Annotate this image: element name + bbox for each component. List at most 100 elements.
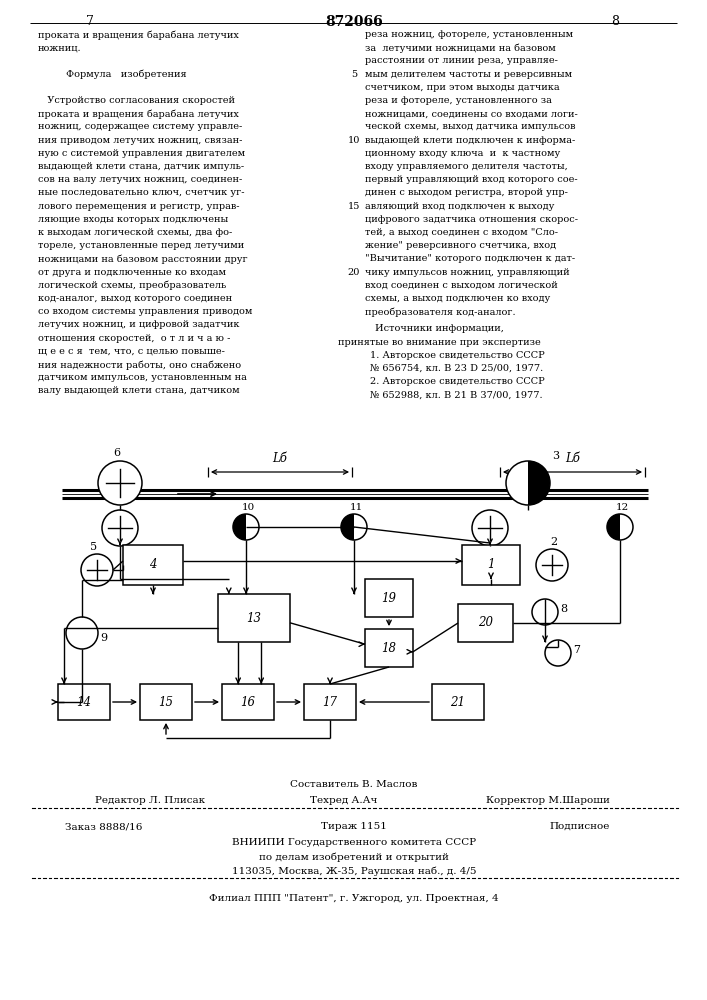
Text: ножниц.: ножниц. xyxy=(38,43,81,52)
Bar xyxy=(365,629,413,667)
Text: "Вычитание" которого подключен к дат-: "Вычитание" которого подключен к дат- xyxy=(365,254,575,263)
Text: ния приводом летучих ножниц, связан-: ния приводом летучих ножниц, связан- xyxy=(38,136,243,145)
Text: 5: 5 xyxy=(90,542,98,552)
Text: реза ножниц, фотореле, установленным: реза ножниц, фотореле, установленным xyxy=(365,30,573,39)
Text: ные последовательно ключ, счетчик уг-: ные последовательно ключ, счетчик уг- xyxy=(38,188,245,197)
Text: тореле, установленные перед летучими: тореле, установленные перед летучими xyxy=(38,241,244,250)
Text: проката и вращения барабана летучих: проката и вращения барабана летучих xyxy=(38,109,239,119)
Text: ляющие входы которых подключены: ляющие входы которых подключены xyxy=(38,215,228,224)
Text: № 652988, кл. В 21 В 37/00, 1977.: № 652988, кл. В 21 В 37/00, 1977. xyxy=(370,390,543,399)
Text: 14: 14 xyxy=(76,696,91,708)
Text: датчиком импульсов, установленным на: датчиком импульсов, установленным на xyxy=(38,373,247,382)
Text: Редактор Л. Плисак: Редактор Л. Плисак xyxy=(95,796,205,805)
Text: логической схемы, преобразователь: логической схемы, преобразователь xyxy=(38,281,226,290)
Text: 18: 18 xyxy=(382,642,397,654)
Text: Lб: Lб xyxy=(273,452,288,465)
Text: первый управляющий вход которого сое-: первый управляющий вход которого сое- xyxy=(365,175,578,184)
Text: 8: 8 xyxy=(560,604,567,614)
Text: выдающей клети подключен к информа-: выдающей клети подключен к информа- xyxy=(365,136,575,145)
Circle shape xyxy=(532,599,558,625)
Text: 7: 7 xyxy=(573,645,580,655)
Text: расстоянии от линии реза, управляе-: расстоянии от линии реза, управляе- xyxy=(365,56,558,65)
Text: Устройство согласования скоростей: Устройство согласования скоростей xyxy=(38,96,235,105)
Text: ножниц, содержащее систему управле-: ножниц, содержащее систему управле- xyxy=(38,122,243,131)
Text: Составитель В. Маслов: Составитель В. Маслов xyxy=(291,780,418,789)
Text: ния надежности работы, оно снабжено: ния надежности работы, оно снабжено xyxy=(38,360,241,369)
Text: входу управляемого делителя частоты,: входу управляемого делителя частоты, xyxy=(365,162,568,171)
Text: схемы, а выход подключен ко входу: схемы, а выход подключен ко входу xyxy=(365,294,550,303)
Text: чику импульсов ножниц, управляющий: чику импульсов ножниц, управляющий xyxy=(365,268,570,277)
Text: вход соединен с выходом логической: вход соединен с выходом логической xyxy=(365,281,558,290)
Text: 13: 13 xyxy=(247,611,262,624)
Text: ножницами на базовом расстоянии друг: ножницами на базовом расстоянии друг xyxy=(38,254,247,264)
Text: 16: 16 xyxy=(240,696,255,708)
Text: щ е е с я  тем, что, с целью повыше-: щ е е с я тем, что, с целью повыше- xyxy=(38,347,225,356)
Text: ВНИИПИ Государственного комитета СССР: ВНИИПИ Государственного комитета СССР xyxy=(232,838,476,847)
Bar xyxy=(58,684,110,720)
Text: Формула   изобретения: Формула изобретения xyxy=(38,70,187,79)
Circle shape xyxy=(102,510,138,546)
Bar xyxy=(123,545,183,585)
Text: принятые во внимание при экспертизе: принятые во внимание при экспертизе xyxy=(338,338,540,347)
Text: лового перемещения и регистр, управ-: лового перемещения и регистр, управ- xyxy=(38,202,240,211)
Text: со входом системы управления приводом: со входом системы управления приводом xyxy=(38,307,252,316)
Text: авляющий вход подключен к выходу: авляющий вход подключен к выходу xyxy=(365,202,554,211)
Text: 19: 19 xyxy=(382,591,397,604)
Text: 5: 5 xyxy=(351,70,357,79)
Text: 4: 4 xyxy=(149,558,157,572)
Bar xyxy=(365,579,413,617)
Text: отношения скоростей,  о т л и ч а ю -: отношения скоростей, о т л и ч а ю - xyxy=(38,334,230,343)
Text: 15: 15 xyxy=(158,696,173,708)
Text: по делам изобретений и открытий: по делам изобретений и открытий xyxy=(259,852,449,861)
Text: код-аналог, выход которого соединен: код-аналог, выход которого соединен xyxy=(38,294,232,303)
Circle shape xyxy=(81,554,113,586)
Text: летучих ножниц, и цифровой задатчик: летучих ножниц, и цифровой задатчик xyxy=(38,320,240,329)
Circle shape xyxy=(506,461,550,505)
Text: 7: 7 xyxy=(86,15,94,28)
Bar xyxy=(458,604,513,642)
Circle shape xyxy=(536,549,568,581)
Text: динен с выходом регистра, второй упр-: динен с выходом регистра, второй упр- xyxy=(365,188,568,197)
Text: счетчиком, при этом выходы датчика: счетчиком, при этом выходы датчика xyxy=(365,83,560,92)
Text: № 656754, кл. В 23 D 25/00, 1977.: № 656754, кл. В 23 D 25/00, 1977. xyxy=(370,364,543,373)
Text: от друга и подключенные ко входам: от друга и подключенные ко входам xyxy=(38,268,226,277)
Text: 21: 21 xyxy=(450,696,465,708)
Polygon shape xyxy=(607,514,620,540)
Bar xyxy=(218,594,290,642)
Text: 8: 8 xyxy=(611,15,619,28)
Circle shape xyxy=(607,514,633,540)
Text: ционному входу ключа  и  к частному: ционному входу ключа и к частному xyxy=(365,149,560,158)
Text: 12: 12 xyxy=(615,503,629,512)
Text: 10: 10 xyxy=(348,136,360,145)
Text: сов на валу летучих ножниц, соединен-: сов на валу летучих ножниц, соединен- xyxy=(38,175,243,184)
Text: 3: 3 xyxy=(552,451,559,461)
Text: валу выдающей клети стана, датчиком: валу выдающей клети стана, датчиком xyxy=(38,386,240,395)
Text: к выходам логической схемы, два фо-: к выходам логической схемы, два фо- xyxy=(38,228,233,237)
Text: ческой схемы, выход датчика импульсов: ческой схемы, выход датчика импульсов xyxy=(365,122,575,131)
Text: 113035, Москва, Ж-35, Раушская наб., д. 4/5: 113035, Москва, Ж-35, Раушская наб., д. … xyxy=(232,866,477,876)
Text: 9: 9 xyxy=(100,633,107,643)
Text: ножницами, соединены со входами логи-: ножницами, соединены со входами логи- xyxy=(365,109,578,118)
Text: 872066: 872066 xyxy=(325,15,383,29)
Polygon shape xyxy=(341,514,354,540)
Text: цифрового задатчика отношения скорос-: цифрового задатчика отношения скорос- xyxy=(365,215,578,224)
Text: тей, а выход соединен с входом "Сло-: тей, а выход соединен с входом "Сло- xyxy=(365,228,558,237)
Circle shape xyxy=(98,461,142,505)
Text: 1: 1 xyxy=(487,558,495,572)
Text: 15: 15 xyxy=(348,202,360,211)
Circle shape xyxy=(66,617,98,649)
Text: ную с системой управления двигателем: ную с системой управления двигателем xyxy=(38,149,245,158)
Circle shape xyxy=(545,640,571,666)
Text: Тираж 1151: Тираж 1151 xyxy=(321,822,387,831)
Text: преобразователя код-аналог.: преобразователя код-аналог. xyxy=(365,307,515,317)
Circle shape xyxy=(233,514,259,540)
Text: 2: 2 xyxy=(551,537,558,547)
Bar xyxy=(462,545,520,585)
Text: за  летучими ножницами на базовом: за летучими ножницами на базовом xyxy=(365,43,556,53)
Circle shape xyxy=(341,514,367,540)
Text: 2. Авторское свидетельство СССР: 2. Авторское свидетельство СССР xyxy=(370,377,545,386)
Text: 20: 20 xyxy=(478,616,493,630)
Circle shape xyxy=(472,510,508,546)
Text: 20: 20 xyxy=(348,268,360,277)
Text: 6: 6 xyxy=(113,448,121,458)
